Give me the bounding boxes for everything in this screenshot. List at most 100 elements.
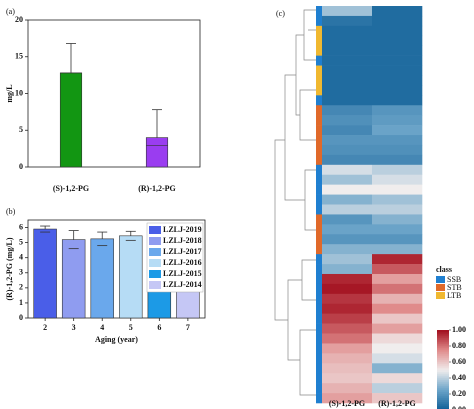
- colorbar-step: [437, 362, 449, 365]
- class-strip: [316, 273, 322, 285]
- class-strip: [316, 135, 322, 146]
- heat-cell: [322, 373, 373, 384]
- heat-cell: [372, 154, 423, 166]
- heat-cell: [372, 184, 423, 195]
- legend-label: LZLJ-2016: [163, 258, 202, 267]
- heat-cell: [372, 393, 423, 404]
- x-tick-label: 3: [72, 323, 76, 332]
- colorbar-label: 0.20: [452, 389, 466, 398]
- heat-cell: [322, 144, 373, 156]
- x-axis-label: Aging (year): [95, 335, 138, 344]
- bar: [33, 228, 57, 319]
- class-strip: [316, 204, 322, 215]
- y-tick-label: 2: [19, 283, 23, 292]
- legend-swatch: [149, 270, 161, 278]
- y-tick-label: 20: [15, 15, 23, 24]
- legend-label: LZLJ-2017: [163, 247, 202, 256]
- class-swatch: [436, 284, 445, 291]
- class-strip: [316, 45, 322, 56]
- heat-cell: [322, 234, 373, 245]
- colorbar-step: [437, 346, 449, 349]
- legend-swatch: [149, 248, 161, 256]
- class-strip: [316, 6, 322, 17]
- colorbar-label: 0.40: [452, 373, 466, 382]
- legend-label: LZLJ-2019: [163, 225, 202, 234]
- x-tick-label: (R)-1,2-PG: [138, 184, 176, 193]
- class-strip: [316, 293, 322, 305]
- colorbar-step: [437, 372, 449, 375]
- heat-cell: [372, 164, 423, 176]
- heat-cell: [372, 224, 423, 235]
- class-strip: [316, 234, 322, 245]
- heat-cell: [372, 343, 423, 354]
- heat-cell: [372, 105, 423, 116]
- colorbar-step: [437, 400, 449, 403]
- colorbar-step: [437, 352, 449, 355]
- class-name: STB: [447, 283, 462, 292]
- bar: [119, 235, 143, 319]
- colorbar-step: [437, 354, 449, 357]
- class-strip: [316, 55, 322, 66]
- heat-cell: [322, 383, 373, 394]
- y-tick-label: 5: [19, 125, 23, 134]
- heat-cell: [322, 115, 373, 126]
- x-tick-label: 4: [100, 323, 104, 332]
- heat-cell: [322, 303, 373, 314]
- heat-cell: [372, 6, 423, 17]
- heat-cell: [372, 25, 423, 37]
- colorbar-step: [437, 384, 449, 387]
- heat-cell: [372, 353, 423, 364]
- y-axis-label: (R)-1,2-PG (mg/L): [5, 237, 14, 300]
- class-strip: [316, 15, 322, 27]
- column-label: (S)-1,2-PG: [329, 399, 365, 408]
- colorbar-step: [437, 364, 449, 367]
- colorbar-step: [437, 386, 449, 389]
- heat-cell: [322, 264, 373, 275]
- legend-swatch: [149, 226, 161, 234]
- heat-cell: [322, 224, 373, 235]
- heat-cell: [372, 373, 423, 384]
- class-title: class: [436, 265, 452, 274]
- heat-cell: [372, 65, 423, 76]
- colorbar-step: [437, 350, 449, 353]
- colorbar-step: [437, 404, 449, 407]
- class-strip: [316, 363, 322, 374]
- y-axis-label: mg/L: [5, 84, 14, 102]
- colorbar-step: [437, 390, 449, 393]
- class-strip: [316, 373, 322, 384]
- heat-cell: [322, 214, 373, 225]
- colorbar-step: [437, 334, 449, 337]
- panel-label: (b): [6, 207, 16, 216]
- colorbar-step: [437, 344, 449, 347]
- class-strip: [316, 115, 322, 126]
- y-tick-label: 1: [19, 298, 23, 307]
- heat-cell: [372, 293, 423, 305]
- x-tick-label: 7: [186, 323, 190, 332]
- heat-cell: [372, 204, 423, 215]
- colorbar-label: 0.00: [452, 405, 466, 409]
- x-tick-label: 2: [43, 323, 47, 332]
- colorbar-step: [437, 338, 449, 341]
- bar: [59, 72, 83, 168]
- class-strip: [316, 214, 322, 225]
- colorbar-step: [437, 368, 449, 371]
- legend-label: LZLJ-2018: [163, 236, 202, 245]
- class-strip: [316, 323, 322, 334]
- class-strip: [316, 144, 322, 156]
- heat-cell: [322, 343, 373, 354]
- class-strip: [316, 333, 322, 344]
- heat-cell: [322, 45, 373, 56]
- bar: [145, 137, 169, 168]
- heat-cell: [372, 383, 423, 394]
- heat-cell: [372, 234, 423, 245]
- heat-cell: [372, 303, 423, 314]
- class-swatch: [436, 292, 445, 299]
- class-strip: [316, 303, 322, 314]
- colorbar-step: [437, 376, 449, 379]
- class-strip: [316, 35, 322, 46]
- heat-cell: [322, 363, 373, 374]
- heat-cell: [322, 204, 373, 215]
- plot-frame: [27, 19, 201, 168]
- class-strip: [316, 194, 322, 205]
- class-strip: [316, 184, 322, 195]
